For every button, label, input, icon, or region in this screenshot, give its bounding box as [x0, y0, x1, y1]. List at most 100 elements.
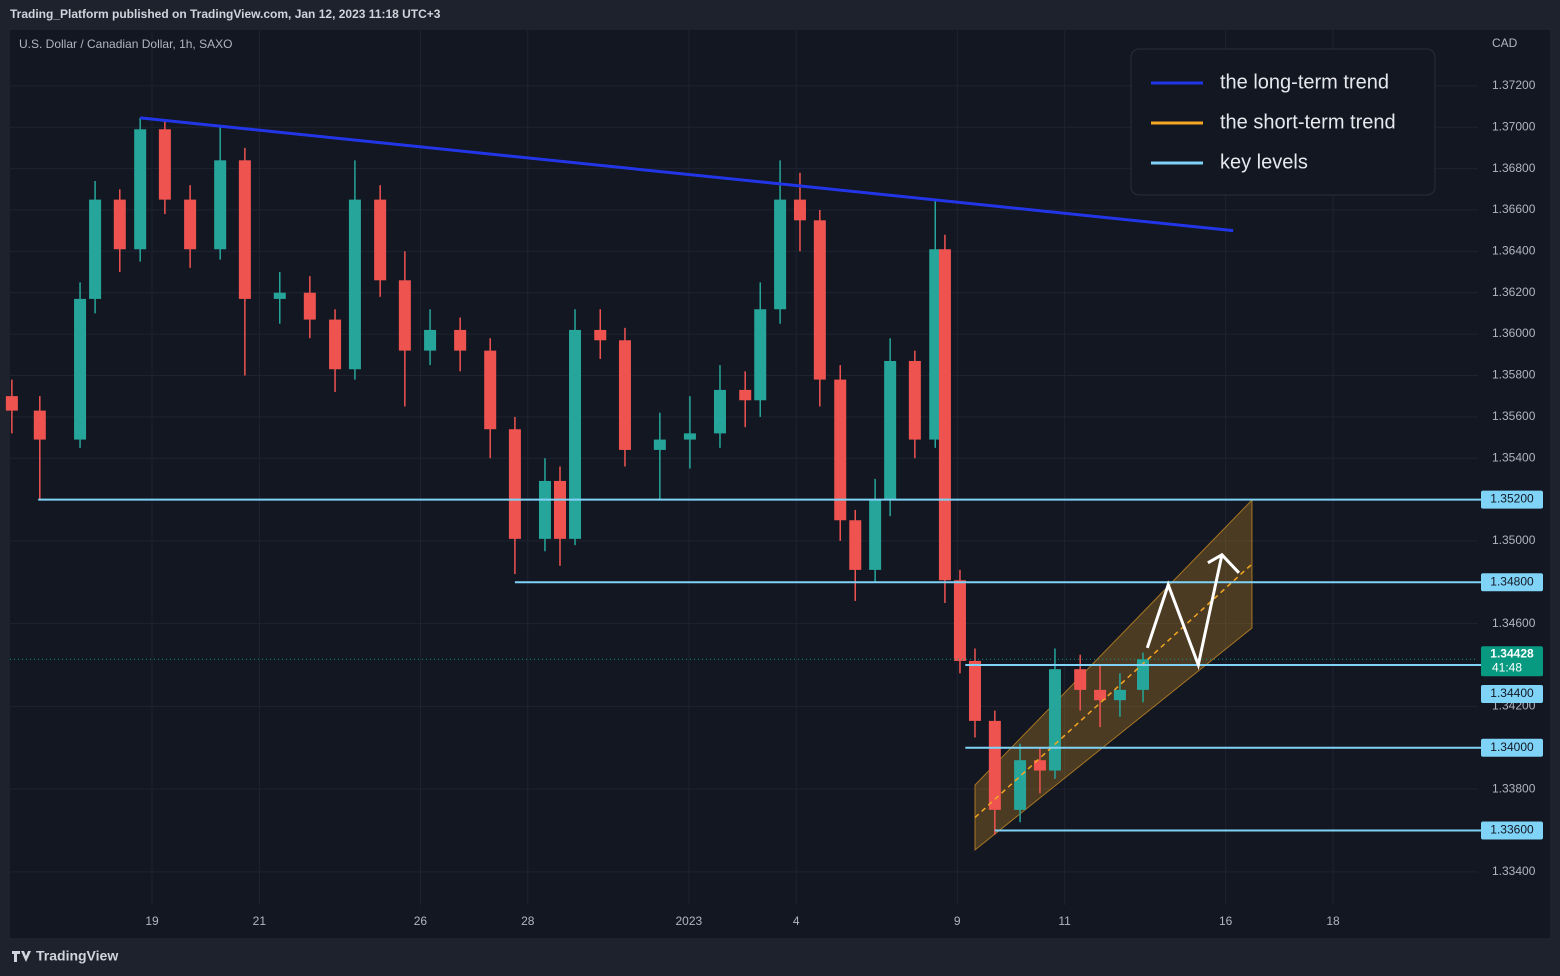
y-tick-label: 1.36200 [1492, 285, 1536, 299]
brand-logo [12, 951, 31, 962]
candle-body [238, 160, 251, 299]
candle-body [184, 199, 197, 250]
candle-body [618, 340, 631, 450]
y-tick-label: 1.33400 [1492, 864, 1536, 878]
legend-box [1130, 48, 1436, 196]
candle-body [1094, 689, 1107, 701]
candle-body [424, 329, 437, 351]
candle-body [774, 199, 787, 310]
candle-body [348, 199, 361, 370]
candle-body [134, 129, 147, 250]
candle-body [869, 499, 882, 570]
key-level-badge [1481, 821, 1543, 840]
y-tick-label: 1.34600 [1492, 616, 1536, 630]
candle-body [214, 160, 227, 250]
key-level-badge [1481, 685, 1543, 704]
x-tick-label: 18 [1326, 914, 1340, 928]
candle-body [988, 720, 1001, 810]
y-tick-label: 1.37200 [1492, 78, 1536, 92]
x-tick-label: 19 [145, 914, 159, 928]
candle-body [303, 292, 316, 320]
candle-body [374, 199, 387, 281]
candle-body [398, 280, 411, 351]
projection-path [1145, 554, 1224, 671]
symbol-title: U.S. Dollar / Canadian Dollar, 1h, SAXO [19, 37, 232, 51]
candle-body [538, 480, 551, 539]
key-level-label: 1.34000 [1490, 740, 1534, 754]
key-level-badge [1481, 738, 1543, 757]
key-level-label: 1.35200 [1490, 492, 1534, 506]
grid [10, 30, 1478, 905]
y-tick-label: 1.35000 [1492, 533, 1536, 547]
candle-body [884, 360, 897, 500]
candle-body [793, 199, 806, 221]
key-level-badge [1481, 490, 1543, 509]
projection-arrowhead [1207, 552, 1241, 574]
candle-body [938, 249, 951, 581]
legend-label: the long-term trend [1220, 71, 1389, 93]
y-tick-label: 1.35400 [1492, 450, 1536, 464]
layer [5, 116, 1540, 852]
candle-body [849, 520, 862, 570]
x-tick-label: 16 [1219, 914, 1233, 928]
y-axis-label: CAD [1492, 36, 1518, 50]
candle-body [158, 129, 171, 200]
candle-body [484, 350, 497, 430]
candle-body [113, 199, 126, 250]
candle-body [273, 292, 286, 299]
x-tick-label: 9 [954, 914, 961, 928]
candle-body [929, 249, 942, 440]
x-tick-label: 26 [414, 914, 428, 928]
candle-body [5, 396, 18, 411]
key-level-label: 1.34400 [1490, 686, 1534, 700]
x-tick-label: 2023 [675, 914, 702, 928]
candle-body [1074, 669, 1087, 690]
candle-body [908, 360, 921, 440]
brand: TradingView [12, 948, 118, 964]
key-level-badge [1481, 573, 1543, 592]
last-price-label: 1.34428 [1490, 646, 1534, 660]
candle-body [1137, 659, 1150, 690]
publish-info: Trading_Platform published on TradingVie… [10, 7, 441, 21]
candle-body [594, 329, 607, 341]
candles [5, 117, 1150, 835]
candle-body [33, 410, 46, 440]
x-tick-label: 28 [521, 914, 535, 928]
candle-body [508, 429, 521, 539]
candle-body [739, 389, 752, 401]
countdown-label: 41:48 [1492, 660, 1522, 674]
candle-body [454, 329, 467, 351]
candle-body [89, 199, 102, 299]
key-level-label: 1.34800 [1490, 574, 1534, 588]
key-level-label: 1.33600 [1490, 823, 1534, 837]
long-term-trendline [140, 116, 1234, 233]
y-tick-label: 1.37000 [1492, 119, 1536, 133]
candle-body [813, 220, 826, 380]
candle-body [1033, 760, 1046, 771]
candle-body [329, 319, 342, 370]
candle-body [834, 379, 847, 521]
candle-body [953, 580, 966, 661]
legend-label: key levels [1220, 151, 1308, 173]
candle-body [1014, 760, 1027, 810]
y-tick-label: 1.36600 [1492, 202, 1536, 216]
y-tick-label: 1.36000 [1492, 326, 1536, 340]
candle-body [553, 480, 566, 539]
candle-body [1048, 669, 1061, 771]
candle-body [1113, 689, 1126, 701]
candle-body [74, 298, 87, 440]
brand-name: TradingView [36, 948, 118, 964]
x-tick-label: 21 [253, 914, 267, 928]
candle-body [683, 433, 696, 440]
y-tick-label: 1.36400 [1492, 244, 1536, 258]
candle-body [569, 329, 582, 539]
candle-body [713, 389, 726, 434]
legend-label: the short-term trend [1220, 111, 1396, 133]
candle-body [653, 439, 666, 450]
y-tick-label: 1.35600 [1492, 409, 1536, 423]
candle-body [968, 660, 981, 721]
x-tick-label: 4 [793, 914, 800, 928]
last-price-badge [1481, 646, 1543, 677]
